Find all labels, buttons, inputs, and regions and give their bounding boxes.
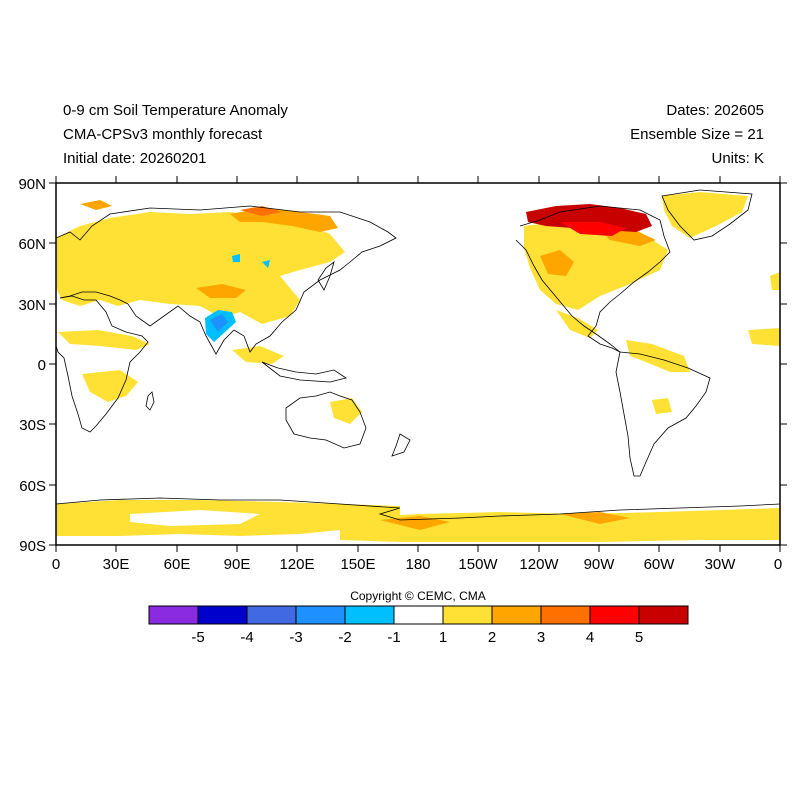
- lon-label: 150W: [458, 556, 498, 573]
- lat-label: 90S: [19, 538, 46, 555]
- lon-label: 90E: [224, 556, 251, 573]
- colorbar-label: -3: [289, 629, 302, 646]
- anomaly-patch: [262, 260, 270, 268]
- lat-labels: 90N 60N 30N 0 30S 60S 90S: [18, 176, 46, 555]
- anomaly-patch: [626, 340, 690, 372]
- lon-label: 60E: [164, 556, 191, 573]
- anomaly-patch: [330, 398, 362, 424]
- colorbar-label: -1: [387, 629, 400, 646]
- coastline-eurasia: [56, 205, 397, 355]
- anomaly-patch: [232, 254, 240, 262]
- lon-label: 120W: [519, 556, 559, 573]
- anomaly-patch: [748, 328, 780, 346]
- anomaly-patch: [196, 284, 246, 298]
- model-label: CMA-CPSv3 monthly forecast: [63, 126, 263, 143]
- lat-label: 90N: [18, 176, 46, 193]
- coastline-south-america: [615, 351, 711, 477]
- anomaly-patch: [210, 314, 228, 332]
- coastline-madagascar: [145, 391, 155, 411]
- lon-label: 120E: [279, 556, 314, 573]
- lat-label: 0: [38, 357, 46, 374]
- colorbar-swatch: [589, 605, 640, 625]
- lat-label: 60S: [19, 478, 46, 495]
- anomaly-patch: [340, 508, 780, 542]
- colorbar-swatch: [491, 605, 542, 625]
- copyright-label: Copyright © CEMC, CMA: [350, 589, 486, 603]
- colorbar-swatch: [638, 605, 689, 625]
- colorbar-label: 4: [586, 629, 594, 646]
- colorbar-label: -2: [338, 629, 351, 646]
- colorbar-swatch: [295, 605, 346, 625]
- lon-labels: 0 30E 60E 90E 120E 150E 180 150W 120W 90…: [52, 556, 782, 573]
- anomaly-patch: [770, 272, 780, 290]
- lon-label: 0: [52, 556, 60, 573]
- colorbar-label: -4: [240, 629, 253, 646]
- dates-label: Dates: 202605: [666, 102, 764, 119]
- coastlines: [56, 189, 780, 521]
- coastline-australia: [285, 391, 367, 449]
- lon-label: 180: [405, 556, 430, 573]
- anomaly-patch: [232, 346, 284, 364]
- lat-ticks: [49, 182, 787, 546]
- anomaly-patch: [130, 510, 260, 526]
- colorbar-label: -5: [191, 629, 204, 646]
- coastline-indonesia: [261, 361, 347, 383]
- anomaly-patch: [662, 192, 748, 238]
- lon-ticks: [55, 176, 781, 552]
- coastline-africa: [56, 295, 149, 433]
- colorbar-swatch: [393, 605, 444, 625]
- lon-label: 30E: [103, 556, 130, 573]
- anomaly-patch: [556, 310, 598, 338]
- lat-label: 30S: [19, 417, 46, 434]
- anomaly-patch: [58, 330, 150, 350]
- lon-label: 60W: [644, 556, 676, 573]
- colorbar: -5 -4 -3 -2 -1 1 2 3 4 5: [148, 605, 689, 646]
- anomaly-field: [56, 192, 780, 542]
- anomaly-patch: [240, 206, 282, 216]
- anomaly-patch: [526, 204, 652, 232]
- colorbar-label: 3: [537, 629, 545, 646]
- colorbar-label: 5: [635, 629, 643, 646]
- coastline-north-america: [515, 205, 671, 353]
- coastline-japan: [317, 260, 335, 291]
- anomaly-patch: [80, 200, 112, 210]
- colorbar-swatch: [540, 605, 591, 625]
- coastline-greenland: [661, 189, 753, 241]
- anomaly-patch: [652, 398, 672, 414]
- anomaly-patch: [560, 222, 626, 236]
- colorbar-label: 2: [488, 629, 496, 646]
- colorbar-swatch: [197, 605, 248, 625]
- initial-date-label: Initial date: 20260201: [63, 150, 207, 167]
- lon-label: 90W: [584, 556, 616, 573]
- lon-label: 150E: [340, 556, 375, 573]
- units-label: Units: K: [711, 150, 764, 167]
- map-title: 0-9 cm Soil Temperature Anomaly: [63, 102, 288, 119]
- lon-label: 0: [774, 556, 782, 573]
- coastline-new-zealand: [391, 433, 411, 457]
- colorbar-swatch: [344, 605, 395, 625]
- anomaly-patch: [56, 212, 345, 324]
- anomaly-patch: [560, 512, 630, 524]
- lat-label: 60N: [18, 236, 46, 253]
- lon-label: 30W: [705, 556, 737, 573]
- colorbar-swatch: [442, 605, 493, 625]
- colorbar-label: 1: [439, 629, 447, 646]
- ensemble-size-label: Ensemble Size = 21: [630, 126, 764, 143]
- anomaly-patch: [82, 370, 138, 402]
- colorbar-swatch: [148, 605, 199, 625]
- colorbar-swatch: [246, 605, 297, 625]
- coastline-antarctica: [56, 497, 780, 521]
- lat-label: 30N: [18, 297, 46, 314]
- anomaly-patch: [540, 250, 574, 276]
